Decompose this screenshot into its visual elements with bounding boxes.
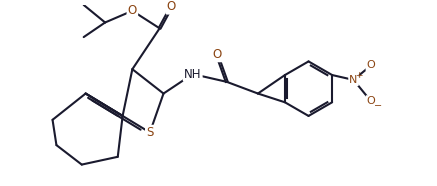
Text: O: O xyxy=(367,96,375,106)
Text: NH: NH xyxy=(184,68,201,81)
Text: N: N xyxy=(349,75,358,85)
Text: O: O xyxy=(212,48,222,61)
Text: O: O xyxy=(367,60,375,70)
Text: −: − xyxy=(374,101,382,111)
Text: S: S xyxy=(146,126,153,139)
Text: +: + xyxy=(355,70,362,80)
Text: O: O xyxy=(166,0,176,13)
Text: O: O xyxy=(128,4,137,17)
